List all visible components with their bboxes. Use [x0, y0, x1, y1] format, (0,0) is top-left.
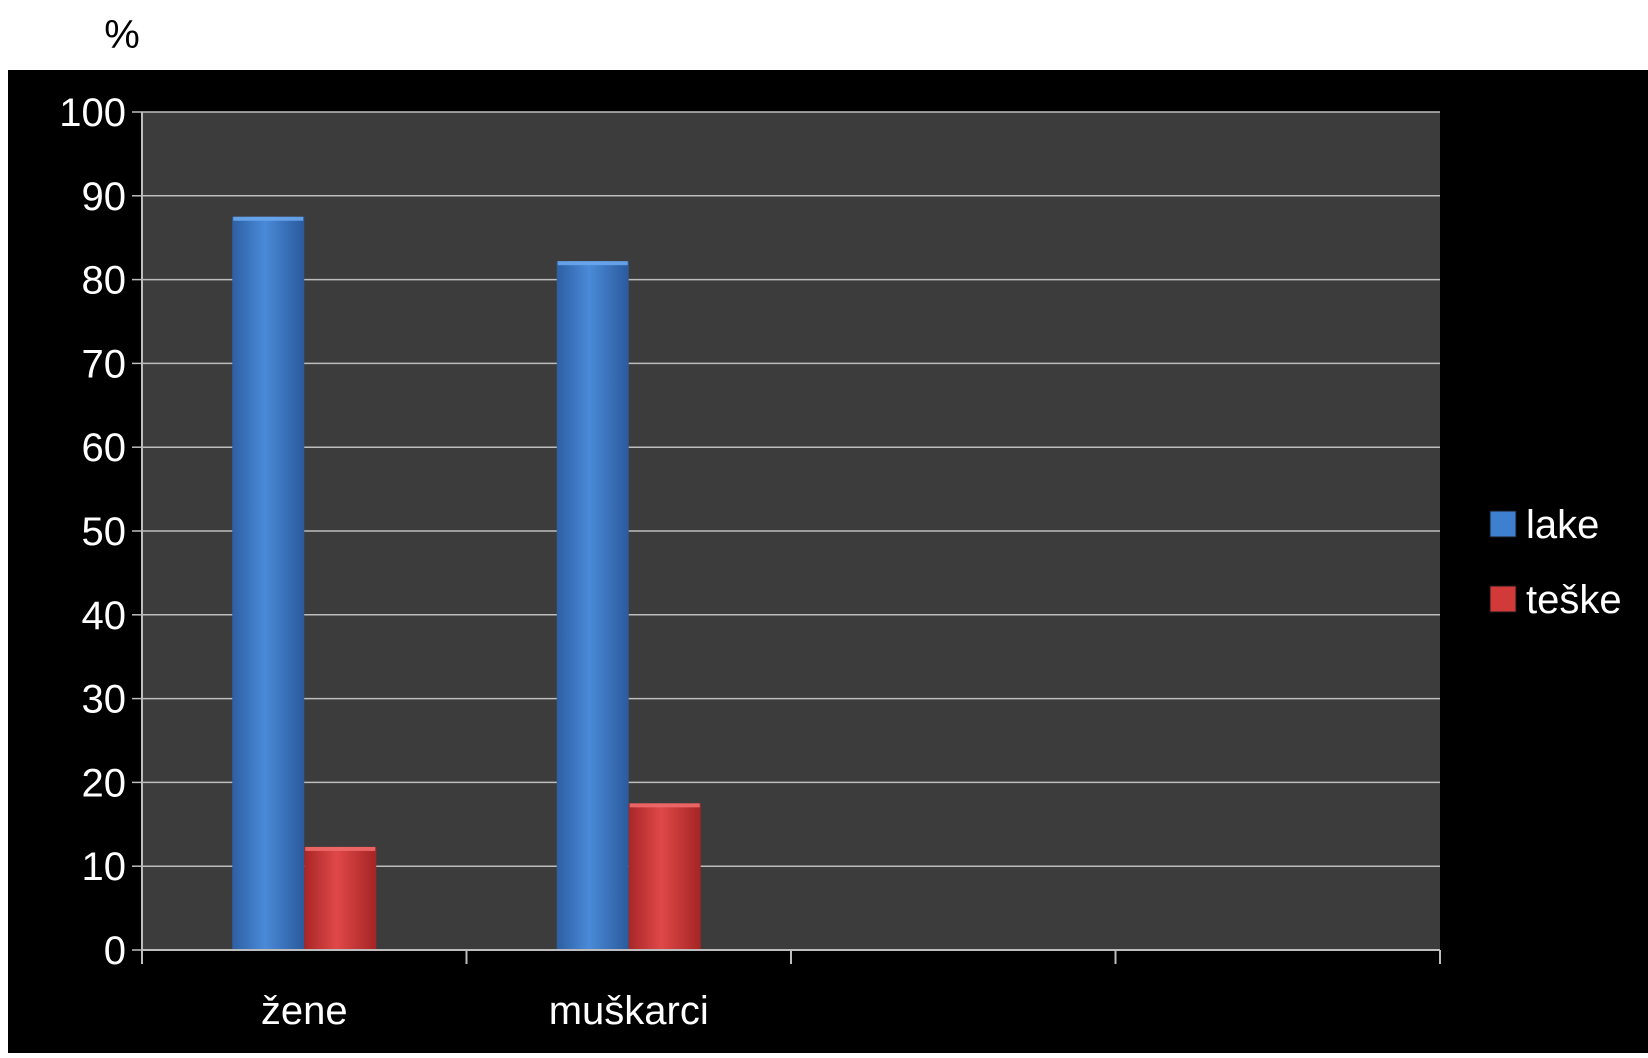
bar-teske: [304, 846, 377, 950]
bar-lake: [232, 216, 305, 950]
y-tick-label: 90: [82, 175, 127, 219]
y-tick-label: 20: [82, 761, 127, 805]
x-tick-label: muškarci: [549, 989, 709, 1033]
legend-swatch: [1489, 510, 1517, 538]
bar-top-highlight: [557, 261, 628, 266]
bar-top-highlight: [305, 846, 376, 851]
legend: lake teške: [1489, 503, 1622, 622]
bar-teske: [628, 803, 701, 950]
y-tick-label: 50: [82, 510, 127, 554]
y-tick-label: 100: [59, 91, 126, 135]
legend-label: teške: [1526, 578, 1622, 622]
bar-top-highlight: [233, 216, 304, 221]
y-tick-label: 30: [82, 678, 127, 722]
y-axis-label: %: [104, 13, 140, 57]
gridlines: [142, 111, 1440, 867]
legend-swatch: [1489, 585, 1517, 613]
x-tick-label: žene: [261, 989, 348, 1033]
legend-label: lake: [1526, 503, 1599, 547]
tick-labels: 0 10 20 30 40 50 60 70 80 90 100 žene muškarci: [59, 91, 709, 1033]
y-tick-label: 70: [82, 342, 127, 386]
y-tick-label: 0: [104, 929, 126, 973]
y-tick-label: 10: [82, 845, 127, 889]
y-tick-label: 60: [82, 426, 127, 470]
y-tick-label: 80: [82, 259, 127, 303]
axes: [132, 111, 1441, 964]
y-tick-label: 40: [82, 594, 127, 638]
bars: [232, 216, 701, 950]
bar-top-highlight: [629, 803, 700, 808]
bar-lake: [556, 261, 629, 950]
